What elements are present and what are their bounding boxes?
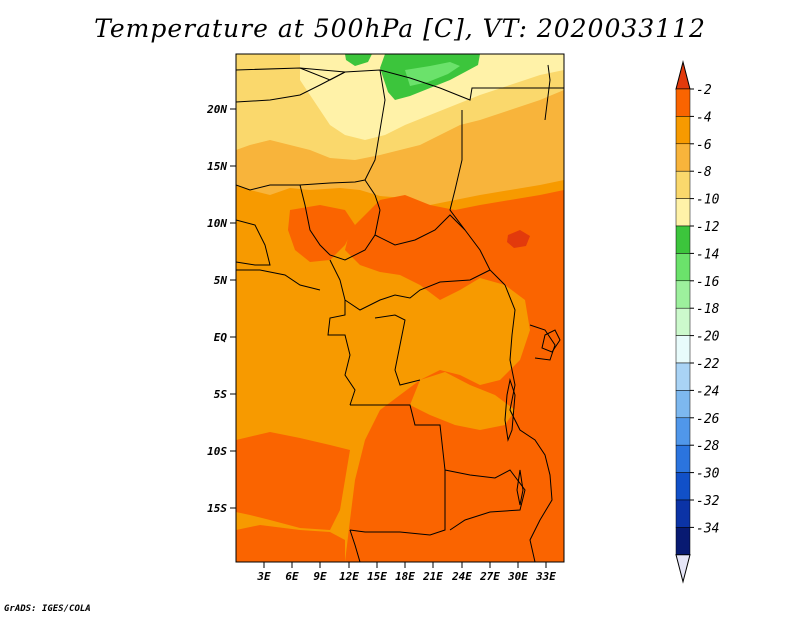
colorbar-swatch: [675, 170, 691, 199]
colorbar-swatch: [675, 88, 691, 117]
lat-label: 10S: [207, 445, 227, 458]
lon-label: 18E: [395, 570, 415, 583]
colorbar-label: -32: [696, 494, 720, 509]
lat-label: 15S: [207, 502, 227, 515]
contour-region-16: [405, 62, 460, 86]
colorbar-label: -26: [696, 412, 720, 427]
colorbar-label: -14: [696, 247, 719, 262]
lakes: [504, 329, 561, 506]
contour-region-4-nw: [288, 205, 355, 262]
lat-label: 5S: [214, 388, 228, 401]
latitude-axis: 20N 15N 10N 5N EQ 5S 10S 15S: [206, 103, 236, 515]
lat-label: 5N: [214, 274, 228, 287]
contour-region-4-west: [236, 432, 350, 530]
colorbar-arrow-top: [675, 60, 691, 90]
lon-label: 15E: [367, 570, 387, 583]
colorbar-label: -22: [696, 357, 720, 372]
colorbar-label: -6: [696, 138, 712, 153]
colorbar-swatch: [675, 143, 691, 172]
lon-label: 6E: [285, 570, 299, 583]
contour-region-12: [300, 54, 564, 140]
lat-label: 20N: [206, 103, 227, 116]
lon-label: 30E: [507, 570, 528, 583]
colorbar-swatch: [675, 362, 691, 391]
colorbar-label: -18: [696, 302, 720, 317]
map-frame: [235, 53, 565, 563]
colorbar-swatch: [675, 472, 691, 501]
colorbar-label: -4: [696, 110, 712, 125]
colorbar-swatch: [675, 225, 691, 254]
lat-label: 15N: [207, 160, 227, 173]
colorbar-label: -10: [696, 193, 720, 208]
lon-label: 21E: [422, 570, 443, 583]
colorbar-label: -34: [696, 521, 719, 536]
colorbar-label: -16: [696, 275, 720, 290]
credit-text: GrADS: IGES/COLA: [4, 604, 91, 614]
longitude-axis: 3E 6E 9E 12E 15E 18E 21E 24E 27E 30E 33E: [256, 562, 556, 583]
lon-label: 24E: [451, 570, 472, 583]
colorbar-swatch: [675, 198, 691, 227]
colorbar-swatch: [675, 116, 691, 145]
lat-label: EQ: [214, 331, 228, 344]
colorbar-label: -30: [696, 467, 720, 482]
political-borders: [236, 64, 564, 562]
colorbar-swatch: [675, 527, 691, 556]
colorbar-swatch: [675, 335, 691, 364]
colorbar-swatch: [675, 417, 691, 446]
lon-label: 3E: [256, 570, 271, 583]
contour-region-4-central: [345, 190, 564, 562]
colorbar-swatch: [675, 280, 691, 309]
map-title: Temperature at 500hPa [C], VT: 202003311…: [94, 14, 706, 43]
contour-region-14-small: [345, 54, 372, 66]
lon-label: 33E: [535, 570, 556, 583]
colorbar-label: -12: [696, 220, 720, 235]
colorbar-swatch: [675, 499, 691, 528]
temperature-field: [236, 54, 564, 562]
colorbar-label: -2: [696, 83, 712, 98]
contour-region-2: [507, 230, 530, 248]
lon-label: 9E: [313, 570, 327, 583]
lon-label: 27E: [479, 570, 500, 583]
colorbar-swatch: [675, 444, 691, 473]
colorbar-label: -8: [696, 165, 712, 180]
contour-region-4-south: [236, 525, 345, 562]
colorbar-label: -20: [696, 330, 720, 345]
colorbar-swatch: [675, 307, 691, 336]
colorbar-swatch: [675, 253, 691, 282]
contour-region-6-south: [410, 372, 515, 430]
lon-label: 12E: [339, 570, 359, 583]
colorbar-arrow-bottom: [675, 554, 691, 584]
colorbar: -2 -4 -6 -8 -10 -12 -14 -16 -18 -20 -22 -24 -26 -28 -3…: [675, 60, 720, 584]
colorbar-swatch: [675, 390, 691, 419]
colorbar-label: -28: [696, 439, 720, 454]
colorbar-label: -24: [696, 384, 719, 399]
lat-label: 10N: [207, 217, 227, 230]
